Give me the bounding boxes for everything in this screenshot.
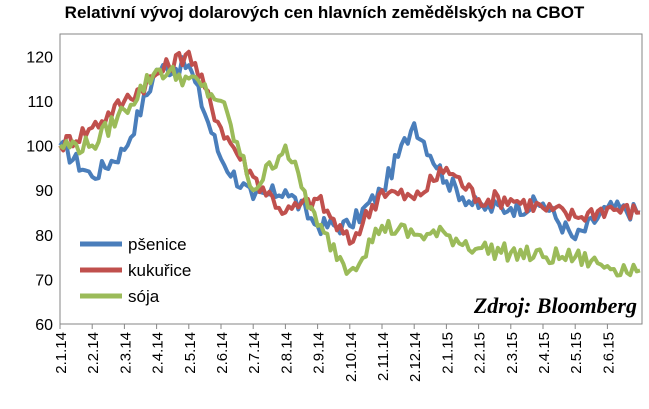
y-tick-label: 120: [26, 49, 53, 66]
y-tick-label: 110: [27, 94, 53, 111]
source-note: Zdroj: Bloomberg: [473, 293, 637, 318]
legend-label: pšenice: [128, 235, 187, 254]
x-tick-label: 2.9.14: [311, 332, 328, 374]
y-axis: 60 70 80 90 100 110 120: [26, 49, 53, 334]
x-tick-label: 2.12.14: [407, 332, 424, 382]
x-tick-label: 2.2.15: [472, 332, 489, 374]
legend-label: kukuřice: [128, 261, 191, 280]
x-axis: 2.1.14 2.2.14 2.3.14 2.4.14 2.5.14 2.6.14 2.7.…: [53, 324, 617, 382]
x-tick-label: 2.5.14: [182, 332, 199, 374]
x-tick-label: 2.4.15: [536, 332, 553, 374]
x-tick-label: 2.6.15: [600, 332, 617, 374]
x-tick-label: 2.3.15: [504, 332, 521, 374]
chart-title: Relativní vývoj dolarových cen hlavních …: [64, 3, 585, 22]
y-tick-label: 70: [35, 272, 53, 289]
x-tick-label: 2.11.14: [375, 332, 392, 381]
series-group: [58, 49, 641, 278]
legend-label: sója: [128, 287, 160, 306]
x-tick-label: 2.2.14: [85, 332, 102, 374]
x-tick-label: 2.8.14: [278, 332, 295, 374]
y-tick-label: 60: [35, 317, 53, 334]
x-tick-label: 2.1.15: [439, 332, 456, 374]
legend: pšenice kukuřice sója: [80, 235, 191, 306]
x-tick-label: 2.5.15: [568, 332, 585, 374]
x-tick-label: 2.4.14: [150, 332, 167, 374]
y-tick-label: 100: [26, 139, 53, 156]
y-tick-label: 90: [35, 183, 53, 200]
plot-area-frame: [59, 33, 643, 325]
y-tick-label: 80: [35, 228, 53, 245]
x-tick-label: 2.7.14: [246, 332, 263, 374]
x-tick-label: 2.6.14: [214, 332, 231, 374]
series-line-2: [58, 49, 641, 246]
x-tick-label: 2.1.14: [53, 332, 70, 374]
series-line-3: [58, 64, 641, 278]
x-tick-label: 2.10.14: [343, 332, 360, 382]
x-tick-label: 2.3.14: [117, 332, 134, 374]
